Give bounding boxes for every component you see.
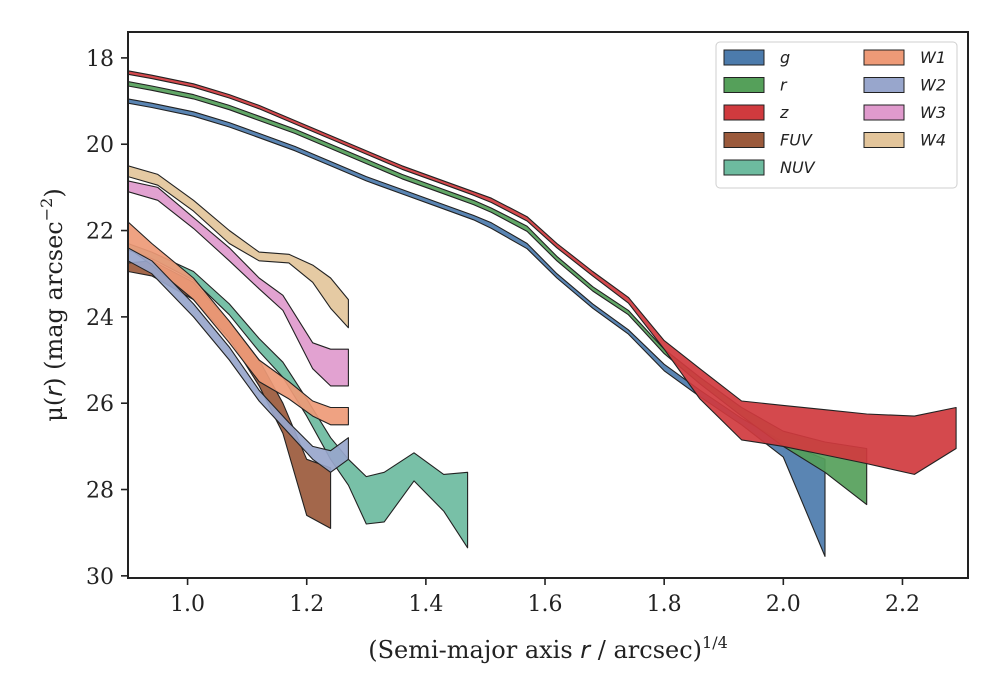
legend-label-g: g [780, 48, 790, 67]
legend-label-w2: W2 [920, 76, 946, 95]
legend-swatch-w1 [863, 49, 905, 66]
y-tick-label: 26 [86, 392, 114, 417]
legend-label-w1: W1 [920, 48, 946, 67]
legend-swatch-g [723, 49, 765, 66]
series-band-w1 [128, 221, 349, 426]
y-tick-label: 18 [86, 47, 114, 72]
plot-frame [127, 31, 969, 579]
legend-swatch-z [723, 104, 765, 121]
legend-label-w3: W3 [920, 103, 946, 122]
legend: grz FUV NUV W1 W2 W3 W4 [715, 41, 958, 189]
legend-label-r: r [780, 76, 788, 95]
x-axis-label: (Semi-major axis r / arcsec)1/4 [368, 633, 728, 664]
y-tick-label: 22 [86, 220, 114, 245]
series-band-g [128, 98, 826, 557]
x-tick-label: 2.2 [885, 592, 920, 617]
series-band-w2 [128, 247, 349, 473]
x-tick-label: 1.2 [289, 592, 324, 617]
legend-swatch-fuv [723, 132, 765, 148]
x-tick-label: 1.0 [170, 592, 205, 617]
legend-swatch-w3 [863, 104, 905, 121]
x-tick-label: 2.0 [766, 592, 801, 617]
series-band-r [128, 81, 868, 506]
x-tick-label: 1.8 [647, 592, 682, 617]
legend-label-z: z [779, 103, 789, 122]
y-tick-label: 30 [86, 565, 114, 590]
legend-swatch-w4 [863, 132, 905, 148]
legend-swatch-nuv [723, 159, 765, 176]
tick-layer: 1.0 1.2 1.4 1.6 1.8 2.0 2.2 18 20 22 24 26 28 30 [86, 47, 920, 617]
series-band-w3 [128, 180, 349, 387]
x-tick-label: 1.6 [528, 592, 563, 617]
legend-swatch-w2 [863, 77, 905, 93]
legend-swatch-r [723, 77, 765, 93]
y-tick-label: 20 [86, 133, 114, 158]
series-band-z [128, 70, 957, 475]
y-axis-label: μ(r) (mag arcsec−2) [37, 188, 68, 421]
series-band-w4 [128, 165, 349, 329]
x-tick-label: 1.4 [408, 592, 443, 617]
legend-label-fuv: FUV [780, 131, 813, 150]
legend-label-nuv: NUV [780, 158, 816, 177]
series-layer [128, 70, 957, 557]
y-tick-label: 24 [86, 306, 114, 331]
legend-label-w4: W4 [920, 131, 946, 150]
y-tick-label: 28 [86, 479, 114, 504]
